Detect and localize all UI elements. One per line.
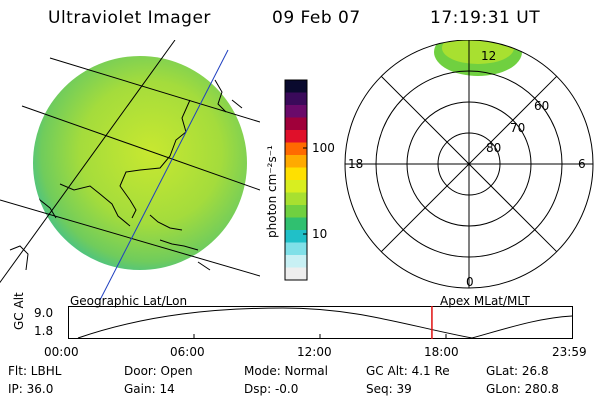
color-bar-label: photon cm⁻²s⁻¹: [265, 145, 279, 238]
color-bar-segment: [285, 230, 307, 243]
color-bar-segment: [285, 167, 307, 181]
color-bar-segment: [285, 92, 307, 106]
color-bar-segment: [285, 180, 307, 193]
color-bar: photon cm⁻²s⁻¹: [265, 79, 308, 281]
color-bar-frame: [284, 79, 308, 281]
earth-image: [0, 40, 260, 300]
instrument-title: Ultraviolet Imager: [48, 8, 211, 28]
color-bar-tick-10: 10: [312, 227, 328, 241]
latitude-line: [49, 57, 260, 123]
x-tick-1800: 18:00: [424, 345, 459, 359]
color-bar-segment: [285, 267, 307, 281]
timeline-ytick-bottom: 1.8: [34, 324, 54, 338]
lat-label-60: 60: [534, 99, 549, 113]
color-bar-segment: [285, 255, 307, 268]
mlt-label-0: 0: [466, 275, 474, 289]
lat-label-80: 80: [486, 141, 501, 155]
timeline-ylabel: GC Alt: [12, 292, 26, 330]
mlt-label-12: 12: [481, 49, 496, 63]
color-bar-segment: [285, 242, 307, 256]
info-door: Door: Open: [124, 364, 193, 378]
timeline-right-label: Apex MLat/MLT: [440, 294, 530, 308]
polar-plot: 12 18 6 0 60 70 80: [344, 40, 594, 289]
timeline-plot: [68, 306, 573, 339]
color-bar-tick-100: 100: [312, 141, 335, 155]
color-bar-segment: [285, 105, 307, 118]
terminator-line: [99, 49, 229, 300]
info-glat: GLat: 26.8: [486, 364, 549, 378]
x-tick-0600: 06:00: [170, 345, 205, 359]
info-dsp: Dsp: -0.0: [244, 382, 299, 396]
color-bar-segment: [285, 117, 307, 131]
color-bar-segment: [285, 155, 307, 168]
info-seq: Seq: 39: [366, 382, 412, 396]
date-label: 09 Feb 07: [272, 8, 361, 28]
x-tick-2359: 23:59: [552, 345, 587, 359]
info-gc-alt: GC Alt: 4.1 Re: [366, 364, 450, 378]
color-bar-segment: [285, 192, 307, 206]
info-mode: Mode: Normal: [244, 364, 328, 378]
coastline: [119, 99, 191, 201]
lat-label-70: 70: [510, 121, 525, 135]
timeline-ytick-top: 9.0: [34, 306, 54, 320]
time-label: 17:19:31 UT: [430, 8, 541, 28]
info-ip: IP: 36.0: [8, 382, 54, 396]
info-filter: Flt: LBHL: [8, 364, 62, 378]
info-glon: GLon: 280.8: [486, 382, 559, 396]
color-bar-segment: [285, 142, 307, 156]
timeline-left-label: Geographic Lat/Lon: [70, 294, 188, 308]
color-bar-segment: [285, 205, 307, 218]
mlt-label-18: 18: [348, 157, 363, 171]
x-tick-1200: 12:00: [297, 345, 332, 359]
info-gain: Gain: 14: [124, 382, 175, 396]
x-tick-0000: 00:00: [44, 345, 79, 359]
timeline-frame: [68, 306, 573, 339]
color-bar-segment: [285, 130, 307, 143]
color-bar-segment: [285, 80, 307, 93]
earth-disk: [33, 56, 247, 270]
altitude-curve: [77, 307, 573, 339]
color-bar-segment: [285, 217, 307, 231]
mlt-label-6: 6: [578, 157, 586, 171]
